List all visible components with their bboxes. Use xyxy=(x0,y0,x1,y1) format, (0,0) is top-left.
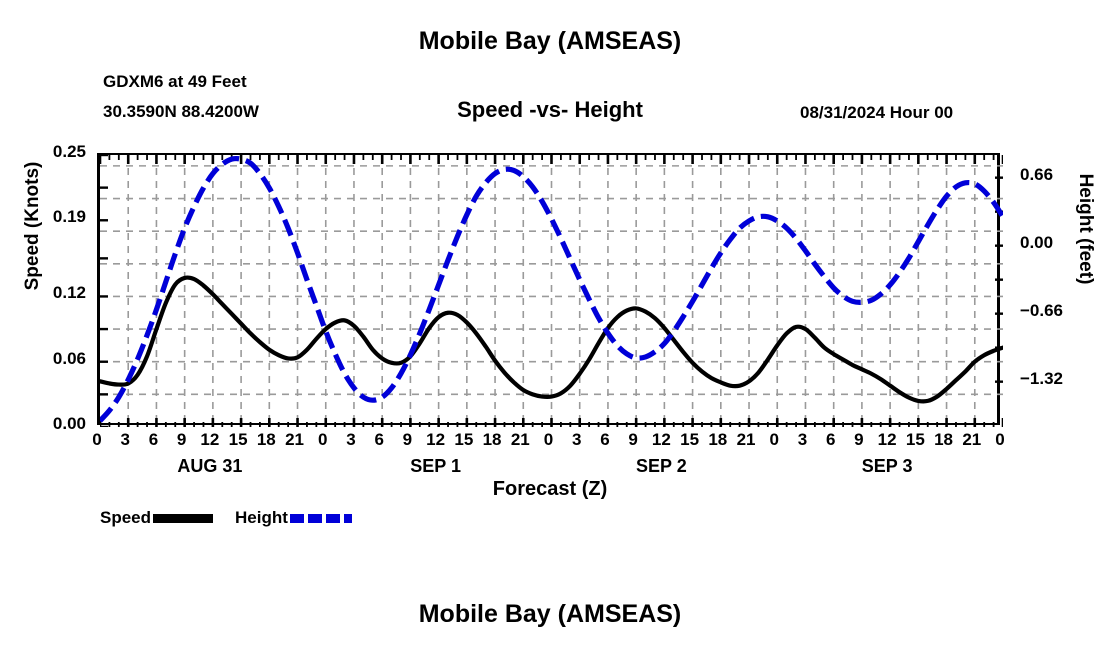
y-tick-left-0: 0.00 xyxy=(52,414,86,433)
speed-series-line xyxy=(100,275,1003,404)
x-tick-25: 3 xyxy=(797,430,808,449)
x-tick-0: 0 xyxy=(92,430,102,449)
x-tick-28: 12 xyxy=(877,430,897,449)
x-tick-18: 6 xyxy=(600,430,610,449)
y-tick-left-4: 0.25 xyxy=(52,142,86,161)
x-tick-17: 3 xyxy=(571,430,582,449)
x-tick-1: 3 xyxy=(120,430,130,449)
day-label-1: SEP 1 xyxy=(410,456,461,476)
y-tick-right-0: −1.32 xyxy=(1020,368,1064,388)
x-tick-31: 21 xyxy=(962,430,982,449)
page-title: Mobile Bay (AMSEAS) xyxy=(418,27,682,55)
y-tick-left-3: 0.19 xyxy=(52,207,86,227)
x-tick-23: 21 xyxy=(736,430,756,449)
y-tick-right-1: −0.66 xyxy=(1020,300,1064,320)
x-tick-3: 9 xyxy=(176,430,187,449)
legend-height-swatch xyxy=(289,513,352,523)
legend-height-label: Height xyxy=(235,508,288,527)
x-tick-12: 12 xyxy=(426,430,446,449)
x-tick-20: 12 xyxy=(651,430,671,449)
x-axis-label: Forecast (Z) xyxy=(492,478,608,500)
x-tick-2: 6 xyxy=(148,430,159,449)
x-tick-14: 18 xyxy=(482,430,502,449)
x-tick-15: 21 xyxy=(510,430,530,449)
legend-speed-swatch xyxy=(153,513,214,523)
chart-legend: Speed Height xyxy=(100,508,352,528)
x-tick-6: 18 xyxy=(256,430,276,449)
coordinates-info: 30.3590N 88.4200W xyxy=(103,102,259,121)
plot-area xyxy=(97,153,1003,427)
x-tick-16: 0 xyxy=(543,430,554,449)
x-tick-19: 9 xyxy=(628,430,638,449)
x-tick-30: 18 xyxy=(934,430,954,449)
x-tick-32: 0 xyxy=(995,430,1005,449)
x-tick-24: 0 xyxy=(769,430,779,449)
y-axis-left-label: Speed (Knots) xyxy=(22,161,43,291)
x-tick-4: 12 xyxy=(200,430,220,449)
x-tick-21: 15 xyxy=(680,430,700,449)
legend-speed-label: Speed xyxy=(100,508,152,527)
y-tick-left-2: 0.12 xyxy=(52,283,86,303)
x-tick-9: 3 xyxy=(346,430,356,449)
x-tick-29: 15 xyxy=(905,430,925,449)
x-tick-13: 15 xyxy=(454,430,474,449)
station-info: GDXM6 at 49 Feet xyxy=(103,72,247,91)
gridlines xyxy=(100,155,1003,427)
x-tick-26: 6 xyxy=(825,430,836,449)
x-tick-5: 15 xyxy=(228,430,248,449)
x-tick-22: 18 xyxy=(708,430,728,449)
axis-ticks xyxy=(100,155,1003,427)
day-label-0: AUG 31 xyxy=(177,456,243,476)
plot-svg xyxy=(100,155,1003,427)
x-tick-7: 21 xyxy=(285,430,304,449)
x-tick-10: 6 xyxy=(374,430,384,449)
y-axis-right-label: Height (feet) xyxy=(1075,173,1096,285)
x-tick-27: 9 xyxy=(854,430,864,449)
day-label-3: SEP 3 xyxy=(861,456,913,476)
height-series-line xyxy=(100,155,1003,423)
y-tick-right-2: 0.00 xyxy=(1020,232,1054,252)
chart-subtitle: Speed -vs- Height xyxy=(457,97,643,122)
model-run-time: 08/31/2024 Hour 00 xyxy=(800,103,954,122)
x-tick-8: 0 xyxy=(318,430,328,449)
y-tick-left-1: 0.06 xyxy=(52,348,86,368)
y-tick-right-3: 0.66 xyxy=(1020,164,1054,184)
x-tick-11: 9 xyxy=(402,430,413,449)
bottom-title: Mobile Bay (AMSEAS) xyxy=(418,600,682,628)
day-label-2: SEP 2 xyxy=(636,456,687,476)
